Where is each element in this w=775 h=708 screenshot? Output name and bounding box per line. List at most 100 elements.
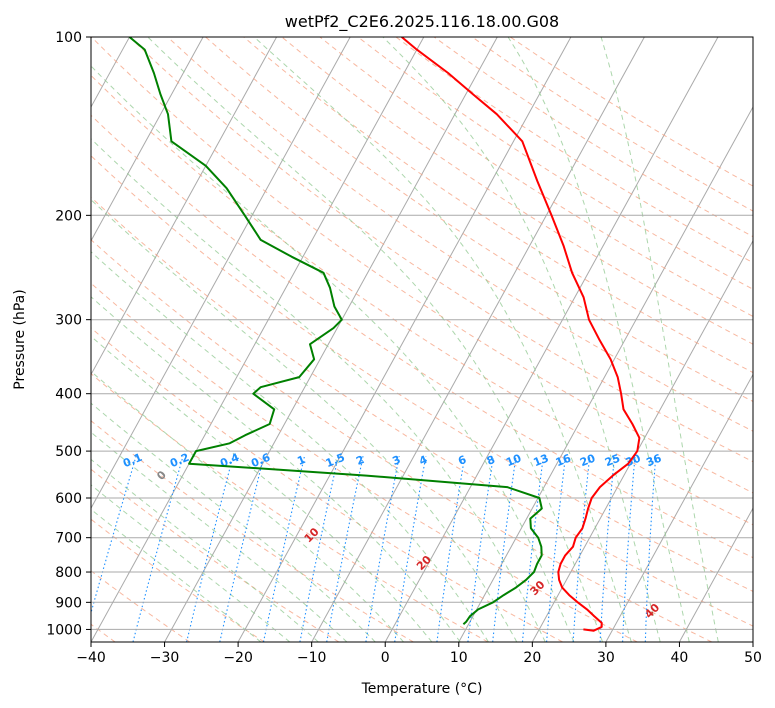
- isotherm-line: [91, 37, 425, 642]
- x-tick-label: −10: [297, 650, 327, 666]
- temperature-profile-line: [401, 37, 641, 632]
- isotherm-line: [384, 37, 719, 642]
- dry-adiabat-line: [433, 37, 753, 238]
- dry-adiabat-line: [91, 74, 753, 526]
- x-tick-label: 0: [381, 650, 390, 666]
- dry-adiabat-label: 20: [414, 553, 434, 573]
- y-tick-label: 900: [55, 595, 82, 611]
- dry-adiabat-line: [91, 420, 414, 642]
- mixing-ratio-label: 36: [644, 451, 663, 469]
- mixing-ratio-line: [219, 456, 265, 642]
- dry-adiabat-line: [91, 155, 753, 592]
- mixing-ratio-label: 2: [354, 453, 366, 468]
- dry-adiabat-line: [509, 37, 753, 187]
- isotherm-lines: [0, 37, 753, 642]
- x-tick-label: 10: [450, 650, 468, 666]
- dry-adiabat-line: [395, 37, 753, 264]
- isotherm-line: [91, 37, 278, 376]
- y-axis: 1000 900 800 700 600 500 400 300 200 100: [46, 30, 91, 638]
- dry-adiabat-line: [91, 518, 265, 642]
- moist-adiabat-line: [91, 138, 546, 642]
- mixing-ratio-label: 13: [532, 452, 551, 470]
- dry-adiabat-line: [319, 37, 753, 317]
- dry-adiabat-line: [91, 282, 638, 642]
- mixing-ratio-label: 25: [603, 452, 622, 470]
- moist-adiabat-line: [147, 37, 604, 642]
- moist-adiabat-lines: [91, 37, 719, 642]
- moist-adiabat-line: [91, 296, 461, 642]
- mixing-ratio-label: 16: [554, 451, 573, 469]
- isotherm-line: [605, 373, 753, 642]
- moist-adiabat-line: [91, 199, 518, 642]
- x-tick-label: −20: [223, 650, 253, 666]
- mixing-ratio-label: 4: [417, 453, 429, 468]
- mixing-ratio-label: 3: [391, 453, 403, 468]
- y-axis-label: Pressure (hPa): [12, 289, 28, 389]
- dry-adiabat-label: 0: [154, 468, 169, 483]
- mixing-ratio-labels: 0.1 0.2 0.4 0.6 1 1.5 2 3 4 6 8 10 13 16 20 25 30 36: [121, 451, 664, 470]
- moist-adiabat-line: [91, 370, 404, 642]
- plot-frame: [90, 36, 754, 643]
- mixing-ratio-label: 8: [485, 453, 497, 468]
- dry-adiabat-label: 10: [302, 525, 322, 545]
- isotherm-line: [531, 239, 753, 642]
- y-tick-label: 500: [55, 444, 82, 460]
- y-tick-label: 200: [55, 208, 82, 224]
- moist-adiabat-line: [507, 37, 690, 642]
- y-tick-label: 800: [55, 565, 82, 581]
- dry-adiabat-line: [91, 468, 340, 642]
- y-tick-label: 600: [55, 491, 82, 507]
- isotherm-line: [752, 640, 753, 642]
- isobar-lines: [91, 37, 753, 630]
- moist-adiabat-line: [600, 37, 719, 642]
- dry-adiabat-line: [91, 196, 753, 627]
- dry-adiabat-line: [167, 37, 753, 432]
- dry-adiabat-line: [91, 239, 713, 642]
- y-tick-label: 100: [55, 30, 82, 46]
- mixing-ratio-line: [436, 456, 466, 642]
- dry-adiabat-line: [205, 37, 753, 403]
- moist-adiabat-line: [91, 484, 291, 642]
- x-tick-label: 50: [744, 650, 762, 666]
- x-axis: −40 −30 −20 −10 0 10 20 30 40 50: [76, 642, 762, 666]
- dry-adiabat-label: 30: [528, 578, 548, 598]
- moist-adiabat-line: [91, 508, 262, 642]
- mixing-ratio-label: 10: [504, 451, 523, 469]
- mixing-ratio-line: [365, 456, 400, 642]
- x-tick-label: −30: [150, 650, 180, 666]
- mixing-ratio-label: 0.1: [121, 451, 144, 470]
- mixing-ratio-label: 20: [578, 451, 597, 469]
- isotherm-line: [237, 37, 572, 642]
- y-tick-label: 700: [55, 531, 82, 547]
- mixing-ratio-line: [572, 456, 591, 642]
- mixing-ratio-label: 30: [624, 451, 643, 469]
- dry-adiabat-line: [243, 37, 753, 374]
- isotherm-line: [0, 37, 56, 642]
- dry-adiabat-label: 40: [642, 601, 662, 621]
- x-tick-label: 40: [671, 650, 689, 666]
- y-tick-label: 400: [55, 387, 82, 403]
- dry-adiabat-line: [91, 373, 489, 642]
- y-tick-label: 1000: [46, 622, 82, 638]
- isotherm-line: [458, 105, 753, 642]
- moist-adiabat-line: [91, 251, 489, 642]
- mixing-ratio-line: [132, 456, 184, 642]
- dry-adiabat-lines: [91, 37, 753, 642]
- x-tick-label: 20: [523, 650, 541, 666]
- x-axis-label: Temperature (°C): [361, 681, 483, 697]
- isotherm-line: [164, 37, 498, 642]
- mixing-ratio-line: [394, 456, 427, 642]
- profile-series: [128, 37, 641, 632]
- moist-adiabat-line: [91, 458, 319, 642]
- x-tick-label: −40: [76, 650, 106, 666]
- isotherm-line: [91, 37, 204, 242]
- y-tick-label: 300: [55, 313, 82, 329]
- mixing-ratio-label: 6: [456, 453, 468, 468]
- dry-adiabat-line: [91, 37, 753, 494]
- moist-adiabat-line: [91, 431, 348, 642]
- mixing-ratio-line: [492, 456, 517, 642]
- mixing-ratio-line: [622, 456, 636, 642]
